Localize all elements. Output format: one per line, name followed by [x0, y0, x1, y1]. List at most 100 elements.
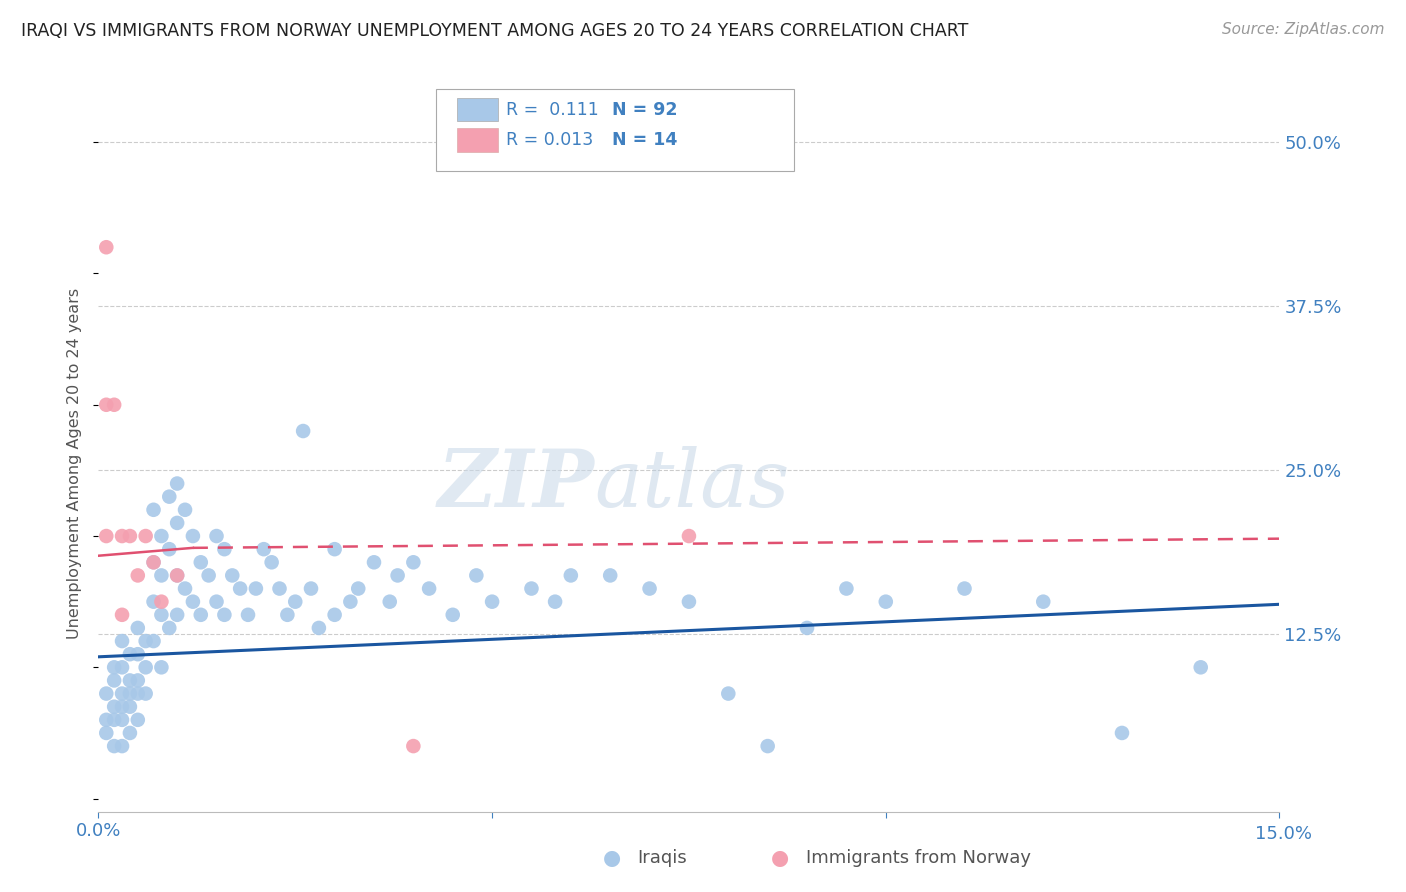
Text: Immigrants from Norway: Immigrants from Norway — [806, 849, 1031, 867]
Point — [111, 713, 134, 727]
Point — [402, 555, 425, 569]
Text: N = 92: N = 92 — [612, 101, 678, 119]
Point — [402, 739, 425, 753]
Point — [150, 660, 173, 674]
Point — [118, 529, 141, 543]
Text: ZIP: ZIP — [437, 446, 595, 524]
Point — [1111, 726, 1133, 740]
Text: R =  0.111: R = 0.111 — [506, 101, 599, 119]
Point — [127, 621, 149, 635]
Point — [135, 687, 157, 701]
Point — [142, 555, 165, 569]
Point — [441, 607, 464, 622]
Point — [111, 699, 134, 714]
Text: Iraqis: Iraqis — [637, 849, 686, 867]
Point — [308, 621, 330, 635]
Text: 15.0%: 15.0% — [1256, 825, 1312, 843]
Point — [323, 607, 346, 622]
Point — [599, 568, 621, 582]
Point — [269, 582, 291, 596]
Point — [166, 568, 188, 582]
Point — [103, 713, 125, 727]
Point — [205, 595, 228, 609]
Point — [481, 595, 503, 609]
Point — [157, 542, 180, 557]
Point — [166, 516, 188, 530]
Point — [127, 713, 149, 727]
Point — [157, 490, 180, 504]
Point — [166, 607, 188, 622]
Point — [142, 555, 165, 569]
Point — [520, 582, 543, 596]
Text: atlas: atlas — [595, 446, 790, 524]
Point — [835, 582, 858, 596]
Point — [111, 607, 134, 622]
Point — [111, 660, 134, 674]
Point — [96, 713, 118, 727]
Point — [339, 595, 361, 609]
Point — [214, 607, 236, 622]
Point — [276, 607, 298, 622]
Text: IRAQI VS IMMIGRANTS FROM NORWAY UNEMPLOYMENT AMONG AGES 20 TO 24 YEARS CORRELATI: IRAQI VS IMMIGRANTS FROM NORWAY UNEMPLOY… — [21, 22, 969, 40]
Point — [118, 673, 141, 688]
Point — [103, 673, 125, 688]
Point — [118, 647, 141, 661]
Text: ●: ● — [772, 848, 789, 868]
Point — [205, 529, 228, 543]
Point — [796, 621, 818, 635]
Point — [135, 634, 157, 648]
Point — [181, 595, 204, 609]
Point — [150, 568, 173, 582]
Point — [418, 582, 440, 596]
Point — [1032, 595, 1054, 609]
Point — [111, 529, 134, 543]
Point — [96, 726, 118, 740]
Point — [717, 687, 740, 701]
Point — [245, 582, 267, 596]
Point — [150, 595, 173, 609]
Point — [387, 568, 409, 582]
Point — [174, 503, 197, 517]
Point — [103, 660, 125, 674]
Point — [465, 568, 488, 582]
Point — [118, 726, 141, 740]
Point — [118, 687, 141, 701]
Point — [96, 398, 118, 412]
Point — [127, 568, 149, 582]
Point — [284, 595, 307, 609]
Point — [236, 607, 259, 622]
Point — [560, 568, 582, 582]
Text: ●: ● — [603, 848, 620, 868]
Text: Source: ZipAtlas.com: Source: ZipAtlas.com — [1222, 22, 1385, 37]
Point — [96, 687, 118, 701]
Point — [96, 529, 118, 543]
Point — [96, 240, 118, 254]
Point — [875, 595, 897, 609]
Point — [135, 529, 157, 543]
Point — [111, 634, 134, 648]
Point — [363, 555, 385, 569]
Point — [103, 398, 125, 412]
Point — [127, 673, 149, 688]
Point — [190, 555, 212, 569]
Point — [292, 424, 315, 438]
Point — [150, 607, 173, 622]
Point — [197, 568, 219, 582]
Point — [638, 582, 661, 596]
Point — [157, 621, 180, 635]
Y-axis label: Unemployment Among Ages 20 to 24 years: Unemployment Among Ages 20 to 24 years — [67, 288, 83, 640]
Point — [111, 687, 134, 701]
Point — [142, 503, 165, 517]
Point — [544, 595, 567, 609]
Point — [221, 568, 243, 582]
Point — [953, 582, 976, 596]
Point — [111, 739, 134, 753]
Point — [103, 739, 125, 753]
Point — [118, 699, 141, 714]
Point — [166, 568, 188, 582]
Point — [214, 542, 236, 557]
Point — [103, 699, 125, 714]
Point — [190, 607, 212, 622]
Point — [127, 647, 149, 661]
Point — [142, 595, 165, 609]
